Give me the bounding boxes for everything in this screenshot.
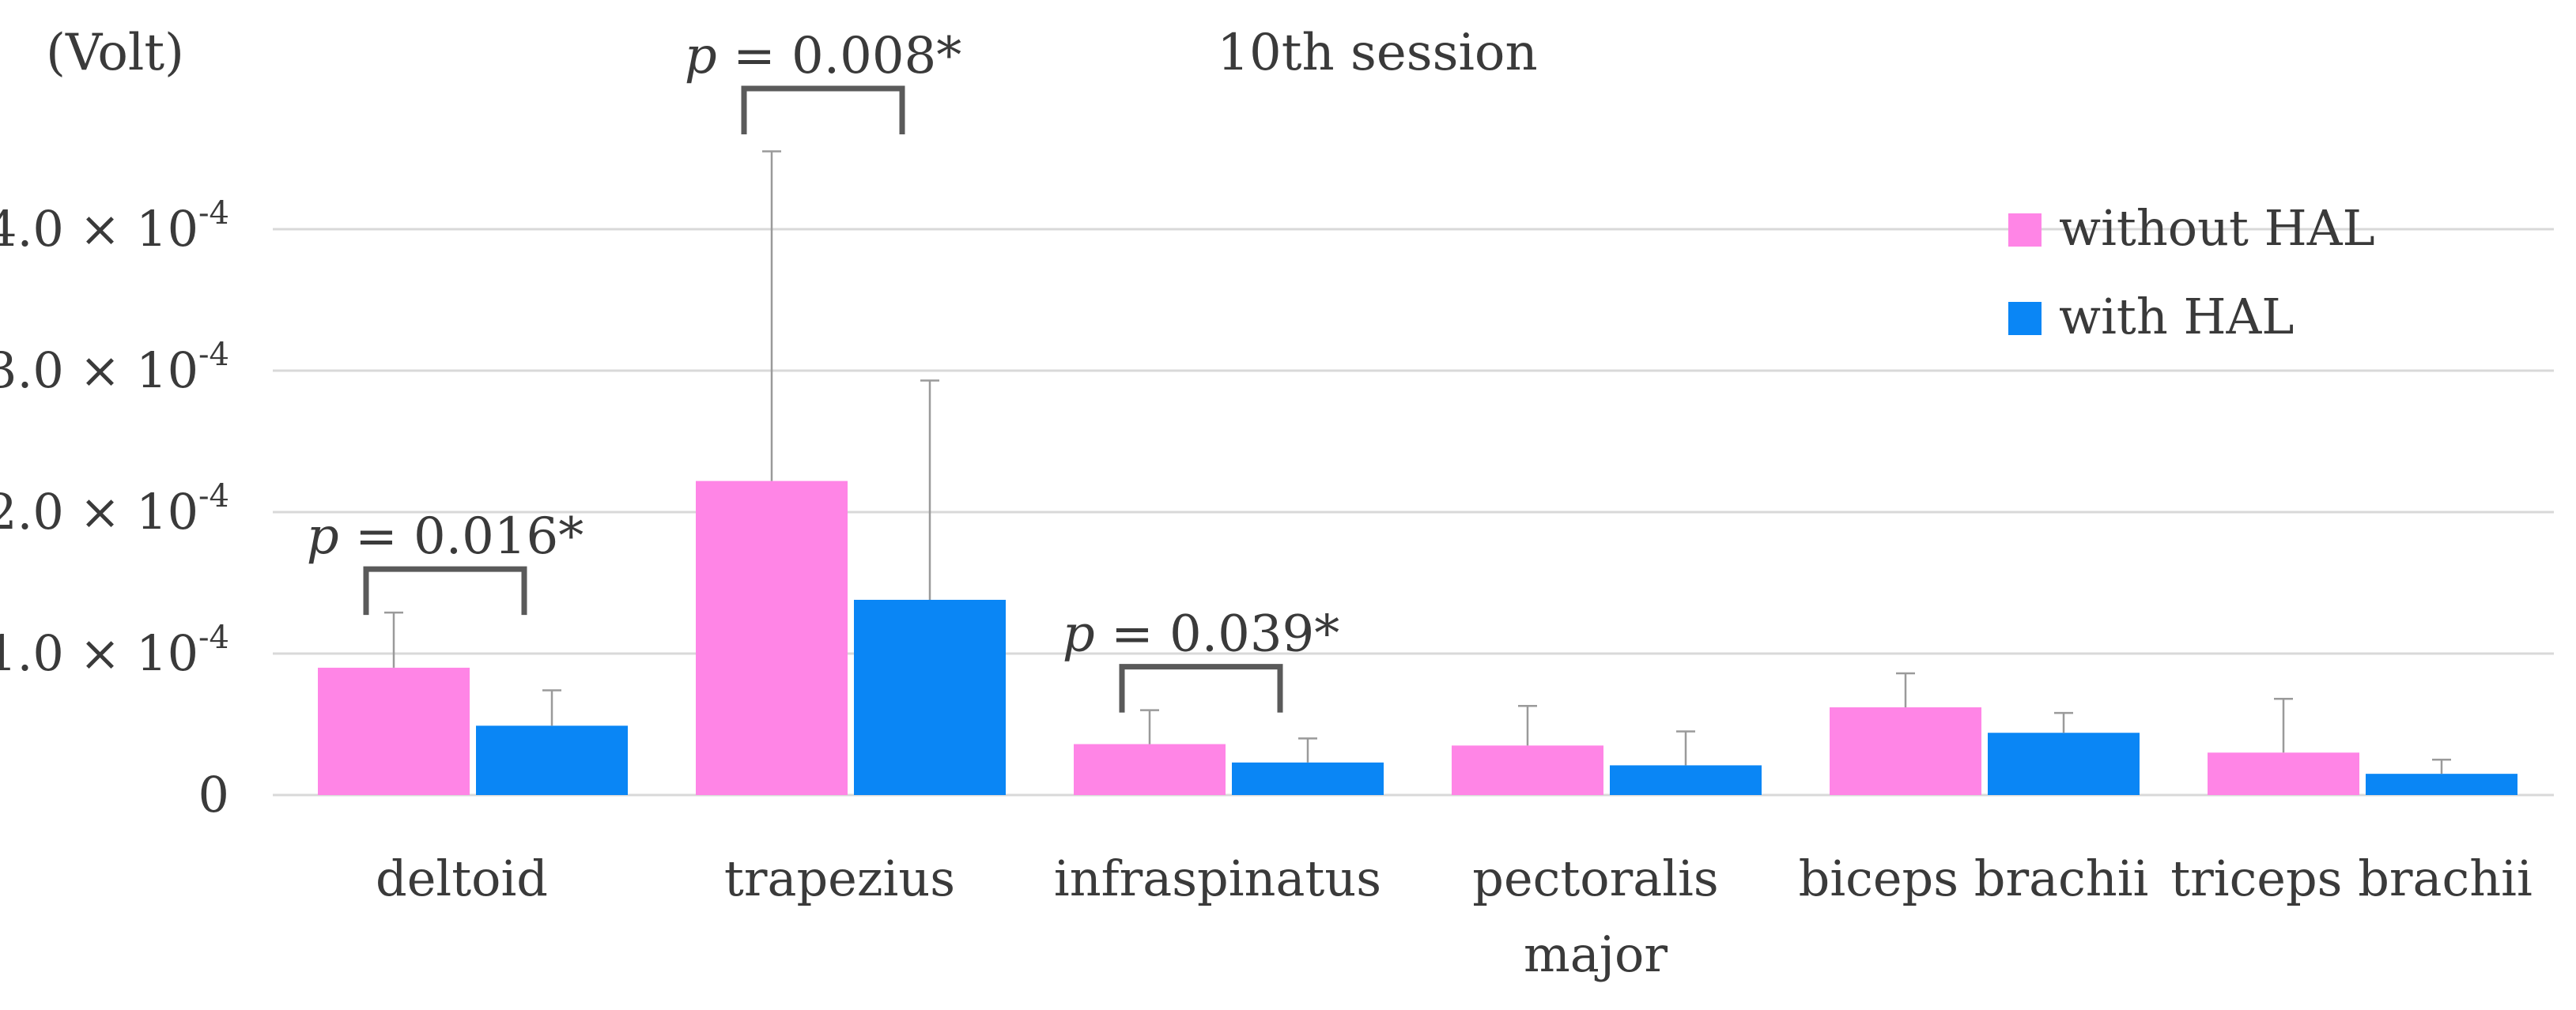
y-axis-ticks: 0 1.0 × 10-4 2.0 × 10-4 3.0 × 10-4 4.0 × 10-… <box>0 195 229 823</box>
x-category-label: infraspinatus <box>1054 850 1381 907</box>
p-value-label: p = 0.039* <box>1063 605 1340 664</box>
p-symbol: p <box>685 27 717 85</box>
bar-without-hal <box>1452 745 1603 795</box>
bar-with-hal <box>2366 774 2517 795</box>
x-category-label: trapezius <box>724 850 955 907</box>
y-tick-label: 3.0 × 10-4 <box>0 337 229 399</box>
y-axis-unit-label: (Volt) <box>46 24 184 82</box>
y-tick-exponent: -4 <box>198 478 229 514</box>
legend-swatch <box>2008 302 2042 335</box>
bar-with-hal <box>854 599 1006 795</box>
legend-swatch <box>2008 213 2042 247</box>
legend-label: with HAL <box>2059 288 2294 345</box>
chart-title: 10th session <box>1217 24 1537 82</box>
x-axis-labels: deltoid trapezius infraspinatus pectoralis m… <box>376 850 2533 983</box>
significance-brackets: p = 0.016*p = 0.008*p = 0.039* <box>307 27 1340 713</box>
bar-with-hal <box>1610 765 1762 795</box>
significance-bracket <box>741 85 905 134</box>
y-tick-exponent: -4 <box>198 620 229 656</box>
gridlines <box>273 228 2554 797</box>
x-category-label: triceps brachii <box>2170 850 2533 907</box>
significance-bracket <box>363 566 527 616</box>
x-category-label: pectoralis <box>1472 850 1718 907</box>
bar-without-hal <box>696 481 848 795</box>
bars <box>318 481 2517 795</box>
p-value-text: = 0.008* <box>717 27 962 85</box>
x-category-label: biceps brachii <box>1799 850 2149 907</box>
bar-with-hal <box>1232 762 1384 795</box>
y-tick-label: 2.0 × 10-4 <box>0 478 229 541</box>
p-symbol: p <box>1063 605 1095 664</box>
y-tick-exponent: -4 <box>198 195 229 232</box>
legend: without HAL with HAL <box>2008 199 2375 345</box>
p-value-label: p = 0.016* <box>307 507 584 566</box>
error-bars <box>384 150 2451 774</box>
p-symbol: p <box>307 507 339 566</box>
y-tick-label: 1.0 × 10-4 <box>0 620 229 682</box>
bar-without-hal <box>2208 752 2359 795</box>
bar-without-hal <box>1074 744 1226 795</box>
y-tick-label: 4.0 × 10-4 <box>0 195 229 258</box>
bar-with-hal <box>1988 733 2140 795</box>
y-tick-exponent: -4 <box>198 337 229 373</box>
y-tick-label: 0 <box>198 766 229 823</box>
p-value-label: p = 0.008* <box>685 27 962 85</box>
x-category-label: major <box>1524 925 1668 983</box>
p-value-text: = 0.039* <box>1095 605 1340 664</box>
bar-without-hal <box>1830 707 1981 795</box>
bar-with-hal <box>476 725 628 795</box>
significance-bracket <box>1119 664 1283 713</box>
legend-label: without HAL <box>2059 199 2375 257</box>
bar-without-hal <box>318 667 470 795</box>
p-value-text: = 0.016* <box>339 507 584 566</box>
x-category-label: deltoid <box>376 850 548 907</box>
